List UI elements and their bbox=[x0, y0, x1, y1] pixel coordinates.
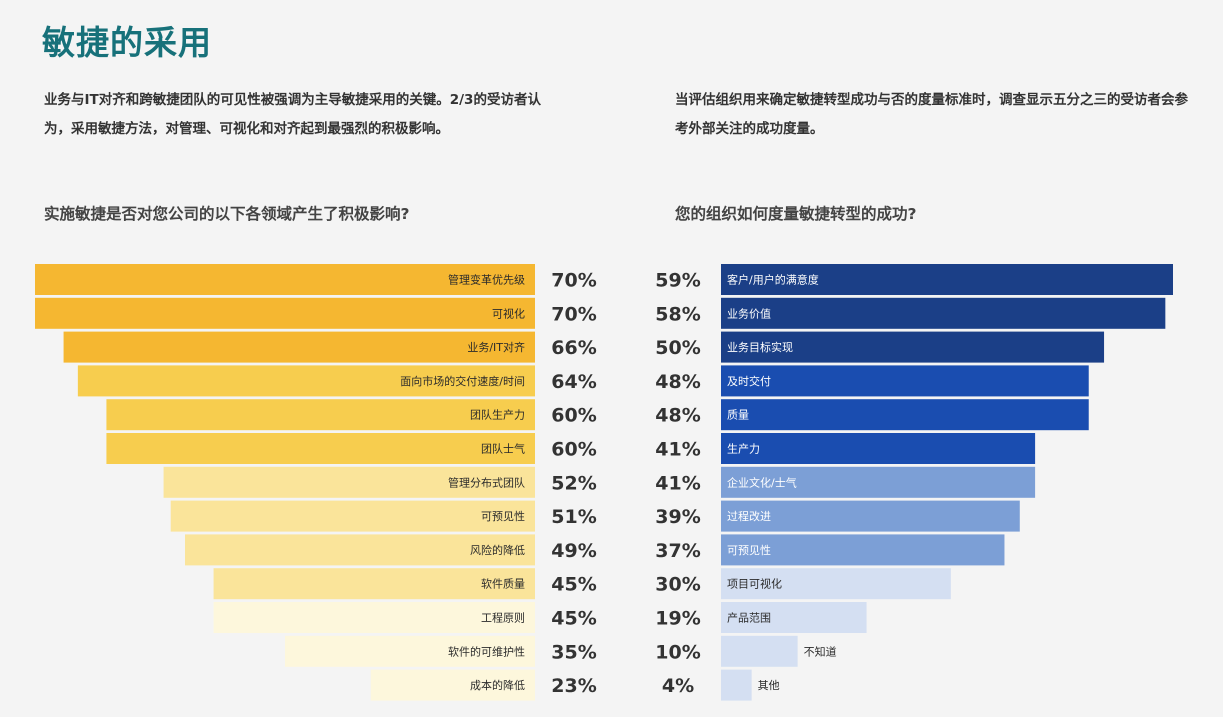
right-bar-label: 客户/用户的满意度 bbox=[727, 273, 819, 287]
left-value-label: 64% bbox=[551, 371, 596, 393]
left-bar-label: 管理分布式团队 bbox=[448, 475, 525, 489]
right-bar bbox=[721, 399, 1089, 431]
right-bar-label: 不知道 bbox=[804, 644, 837, 658]
left-value-label: 49% bbox=[551, 540, 596, 562]
right-value-label: 30% bbox=[655, 574, 700, 596]
left-bar bbox=[370, 669, 535, 701]
left-bar-label: 软件的可维护性 bbox=[448, 644, 525, 658]
left-bar-label: 软件质量 bbox=[481, 577, 525, 591]
left-bar bbox=[63, 331, 535, 363]
right-value-label: 50% bbox=[655, 337, 700, 359]
left-bar bbox=[106, 399, 535, 431]
left-value-label: 35% bbox=[551, 641, 596, 663]
right-value-label: 37% bbox=[655, 540, 700, 562]
question-right: 您的组织如何度量敏捷转型的成功? bbox=[675, 205, 917, 223]
right-bar bbox=[721, 534, 1005, 566]
right-bar bbox=[721, 568, 951, 600]
right-bar bbox=[721, 602, 867, 633]
left-value-label: 23% bbox=[551, 675, 596, 697]
left-value-label: 45% bbox=[551, 574, 596, 596]
right-value-label: 4% bbox=[662, 675, 694, 697]
right-value-label: 48% bbox=[655, 405, 700, 427]
right-bar bbox=[721, 264, 1173, 295]
right-bar bbox=[721, 365, 1089, 397]
right-bar-label: 可预见性 bbox=[727, 543, 771, 557]
left-bar-label: 工程原则 bbox=[481, 612, 525, 625]
left-bar-label: 成本的降低 bbox=[470, 678, 525, 692]
left-bar bbox=[35, 297, 535, 329]
left-value-label: 52% bbox=[551, 472, 596, 494]
right-bar-label: 生产力 bbox=[727, 442, 760, 456]
intro-text-left: 业务与IT对齐和跨敏捷团队的可见性被强调为主导敏捷采用的关键。2/3的受访者认为… bbox=[44, 92, 541, 137]
right-bar-label: 企业文化/士气 bbox=[727, 475, 797, 489]
right-bar-label: 业务目标实现 bbox=[727, 340, 793, 354]
left-bar bbox=[213, 602, 536, 633]
right-bar-label: 项目可视化 bbox=[727, 577, 782, 591]
right-bar bbox=[721, 297, 1166, 329]
right-bar bbox=[721, 500, 1020, 532]
left-bar-label: 团队士气 bbox=[481, 442, 525, 456]
left-bar bbox=[170, 500, 535, 532]
right-value-label: 48% bbox=[655, 371, 700, 393]
right-value-label: 59% bbox=[655, 270, 700, 292]
right-bar-label: 其他 bbox=[758, 679, 780, 692]
right-value-label: 10% bbox=[655, 641, 700, 663]
left-value-label: 51% bbox=[551, 506, 596, 528]
right-bar bbox=[721, 331, 1105, 363]
right-bar bbox=[721, 669, 752, 701]
right-bar-label: 过程改进 bbox=[727, 509, 771, 523]
left-value-label: 70% bbox=[551, 303, 596, 325]
left-value-label: 60% bbox=[551, 439, 596, 461]
left-bar-label: 可预见性 bbox=[481, 509, 525, 523]
left-bar-label: 风险的降低 bbox=[470, 543, 525, 557]
right-bar-label: 质量 bbox=[727, 409, 749, 422]
left-value-label: 70% bbox=[551, 270, 596, 292]
left-bar-label: 业务/IT对齐 bbox=[467, 340, 525, 354]
left-value-label: 45% bbox=[551, 608, 596, 630]
page-title: 敏捷的采用 bbox=[42, 23, 212, 62]
right-value-label: 39% bbox=[655, 506, 700, 528]
left-value-label: 60% bbox=[551, 405, 596, 427]
right-value-label: 41% bbox=[655, 472, 700, 494]
left-bar-label: 管理变革优先级 bbox=[448, 273, 525, 287]
left-bar-label: 面向市场的交付速度/时间 bbox=[400, 374, 525, 388]
left-bar bbox=[106, 433, 535, 464]
right-bar-label: 业务价值 bbox=[727, 307, 771, 320]
left-bar bbox=[213, 568, 536, 600]
left-bar bbox=[185, 534, 535, 566]
right-bar-label: 产品范围 bbox=[727, 611, 771, 625]
right-bar-label: 及时交付 bbox=[727, 374, 771, 388]
left-bar-label: 可视化 bbox=[492, 306, 525, 320]
right-bar bbox=[721, 635, 798, 667]
left-bar bbox=[285, 635, 535, 667]
left-bar bbox=[77, 365, 535, 397]
left-value-label: 66% bbox=[551, 337, 596, 359]
right-value-label: 58% bbox=[655, 303, 700, 325]
question-left: 实施敏捷是否对您公司的以下各领域产生了积极影响? bbox=[44, 205, 410, 223]
left-bar-label: 团队生产力 bbox=[470, 408, 525, 422]
right-bar bbox=[721, 466, 1036, 498]
right-value-label: 41% bbox=[655, 439, 700, 461]
intro-text-right: 当评估组织用来确定敏捷转型成功与否的度量标准时，调查显示五分之三的受访者会参考外… bbox=[675, 92, 1188, 137]
left-bar bbox=[163, 466, 536, 498]
right-bar bbox=[721, 433, 1036, 464]
left-bar bbox=[35, 264, 535, 295]
right-value-label: 19% bbox=[655, 608, 700, 630]
